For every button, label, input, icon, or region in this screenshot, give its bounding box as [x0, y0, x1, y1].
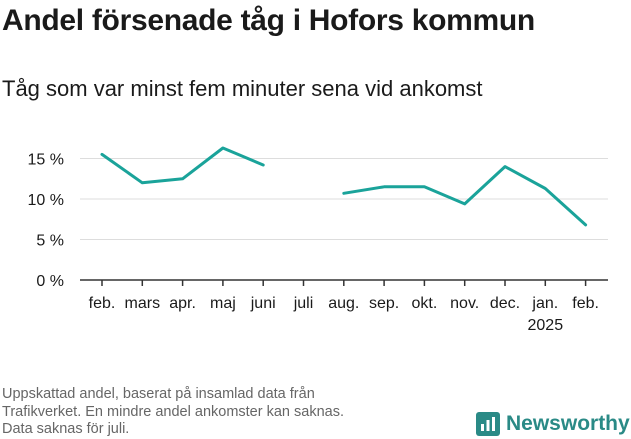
x-tick-label: sep. [369, 295, 399, 312]
x-tick-label: maj [210, 295, 236, 312]
y-tick-label: 5 % [36, 233, 64, 250]
series-line-segment [342, 165, 588, 227]
x-tick-label: feb. [572, 295, 599, 312]
x-tick-label: nov. [450, 295, 479, 312]
series-line-segment [100, 146, 265, 185]
y-tick-label: 0 % [36, 273, 64, 290]
x-tick-label: aug. [328, 295, 359, 312]
chart-subtitle: Tåg som var minst fem minuter sena vid a… [2, 76, 483, 101]
x-tick-label: okt. [412, 295, 438, 312]
x-tick-label: apr. [169, 295, 196, 312]
y-tick-label: 10 % [28, 192, 64, 209]
newsworthy-logo-icon [476, 412, 500, 436]
x-tick-label: jan. [531, 295, 558, 312]
x-tick-label: juni [250, 295, 276, 312]
x-year-label: 2025 [528, 317, 564, 334]
x-tick-label: dec. [490, 295, 520, 312]
footnote-line-2: Trafikverket. En mindre andel ankomster … [2, 403, 344, 420]
line-chart: 0 % 5 % 10 % 15 % feb. mars apr. maj juni juli aug… [28, 146, 608, 334]
y-tick-label: 15 % [28, 152, 64, 169]
x-tick-label: mars [125, 295, 161, 312]
x-tick-label: juli [293, 295, 314, 312]
brand-logo: Newsworthy [476, 410, 630, 438]
chart-title: Andel försenade tåg i Hofors kommun [2, 4, 535, 37]
footnote: Uppskattad andel, baserat på insamlad da… [2, 386, 442, 439]
x-tick-label: feb. [89, 295, 116, 312]
footnote-line-3: Data saknas för juli. [2, 421, 130, 437]
footnote-line-1: Uppskattad andel, baserat på insamlad da… [2, 386, 315, 402]
brand-name: Newsworthy [506, 412, 630, 435]
